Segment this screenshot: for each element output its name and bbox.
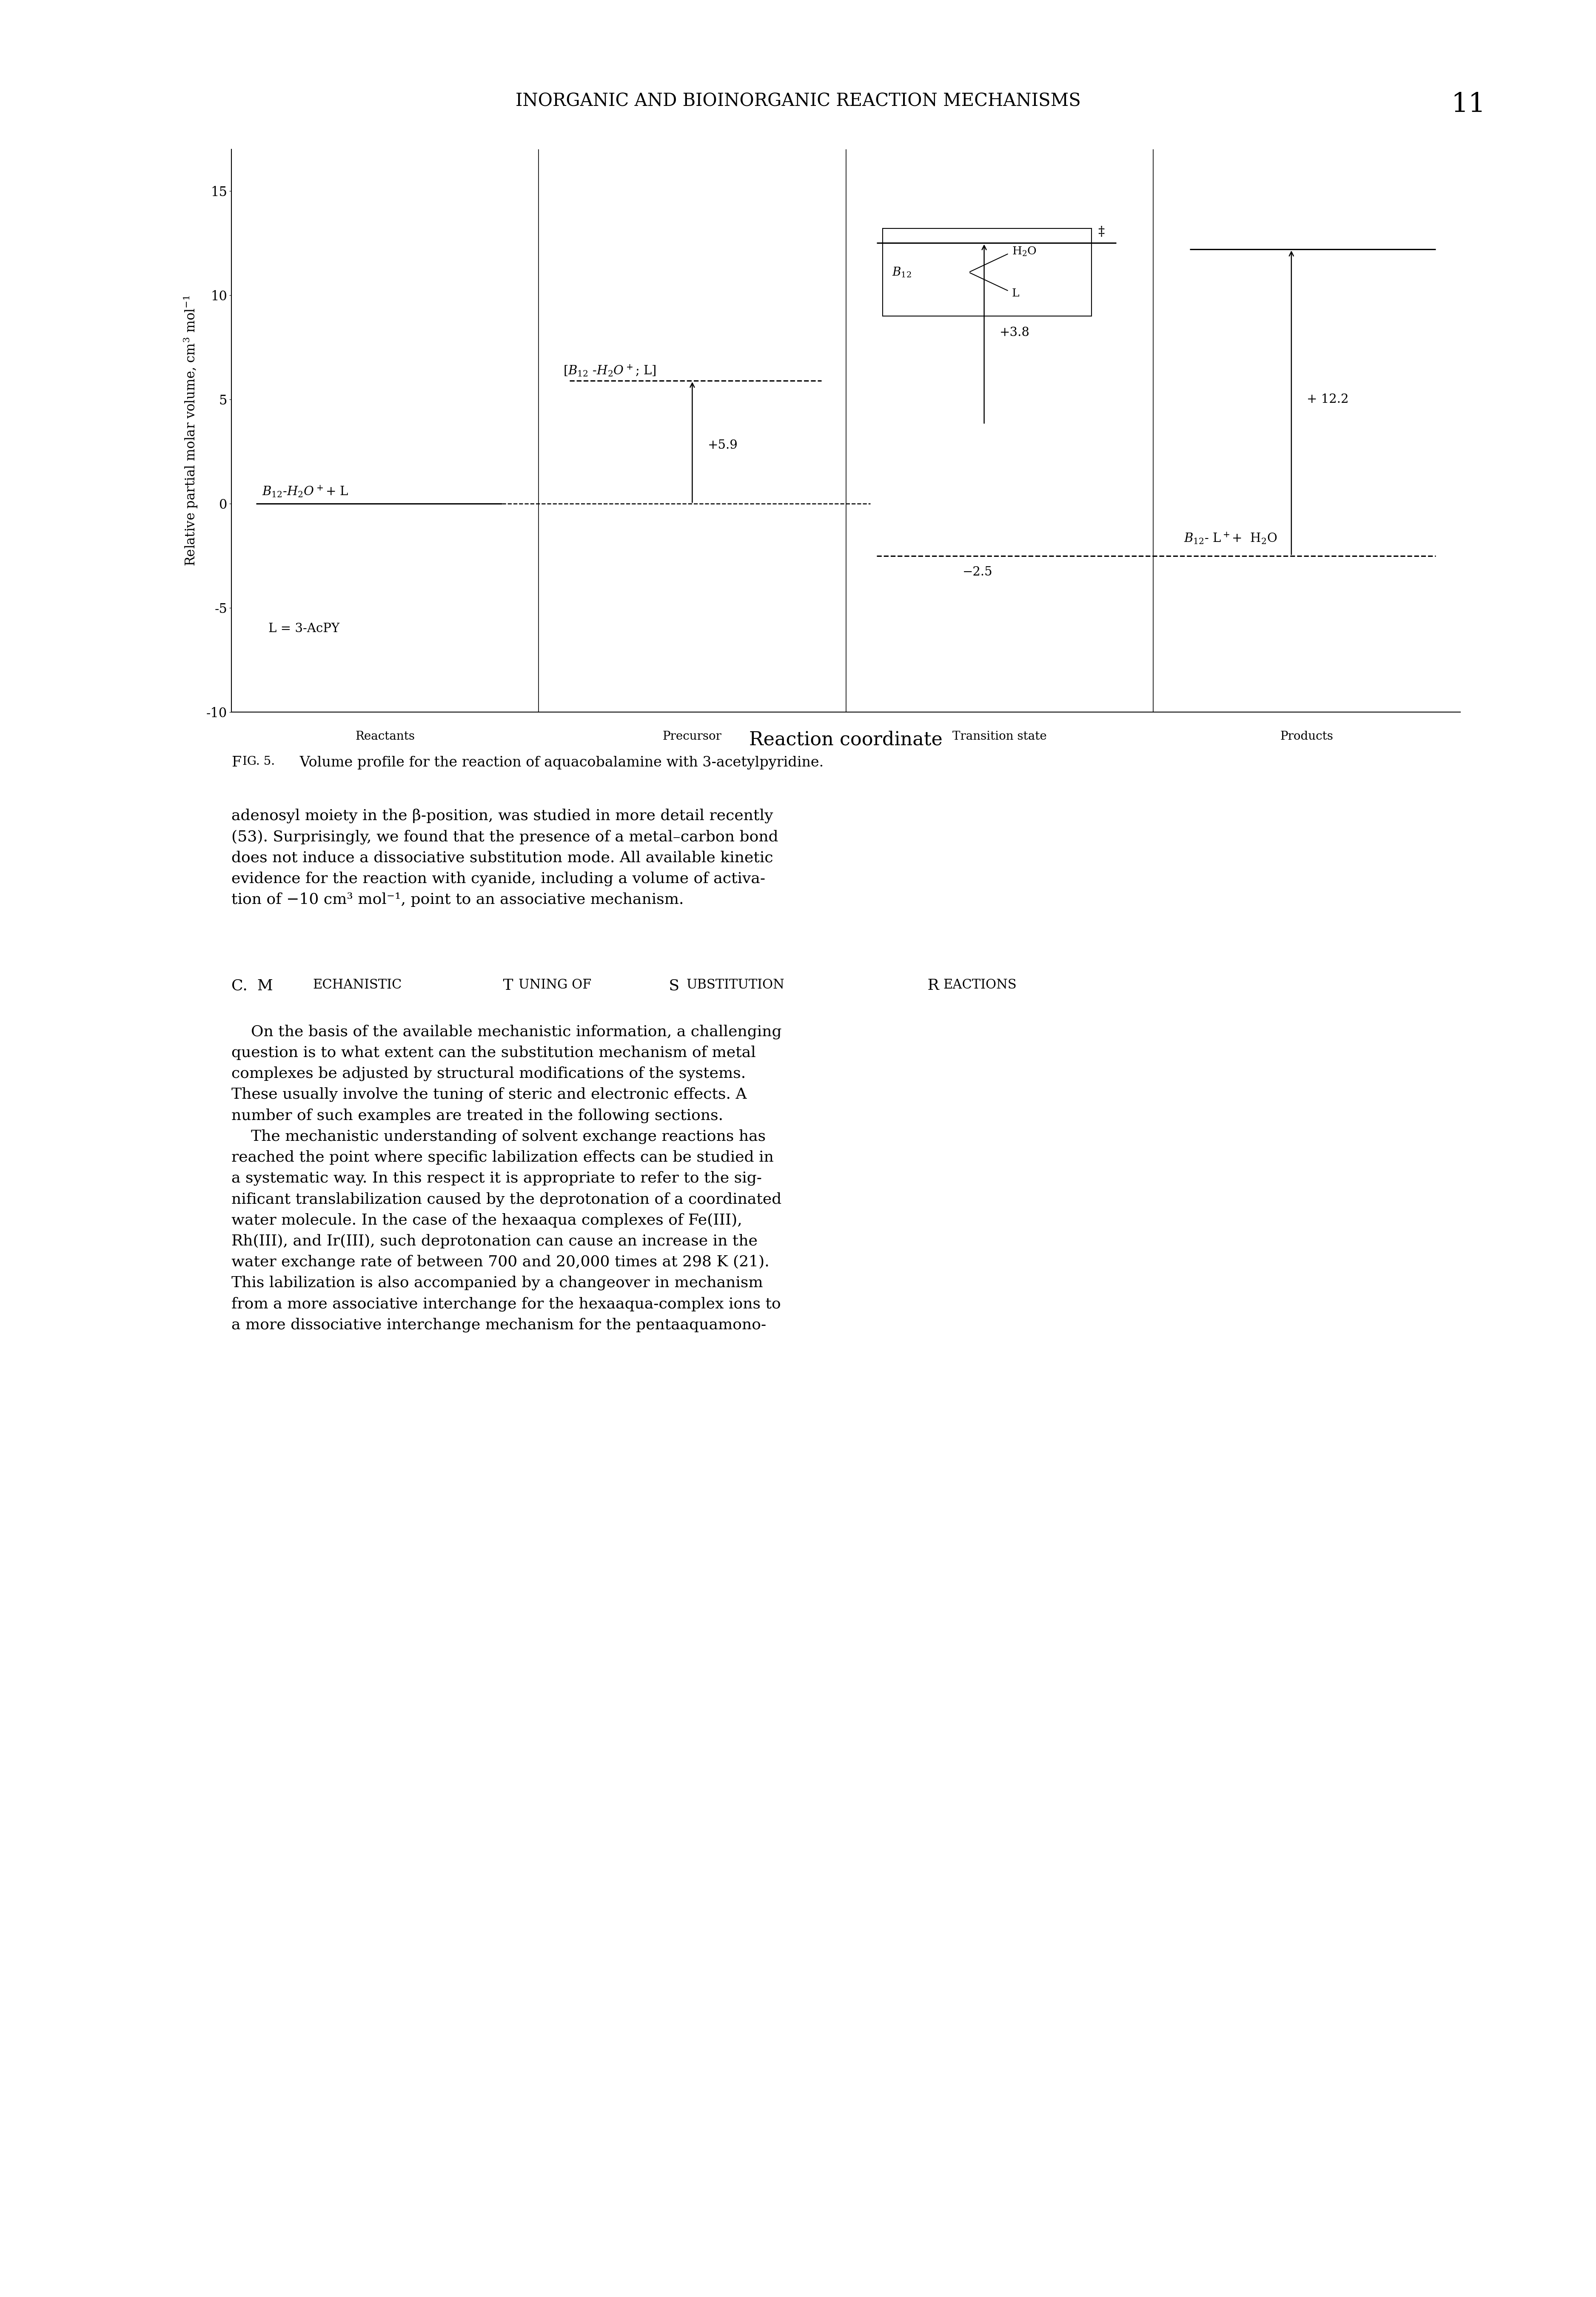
Text: +3.8: +3.8 [999,326,1029,338]
Text: R: R [922,979,938,992]
Text: UBSTITUTION: UBSTITUTION [686,979,785,992]
Text: Reactants: Reactants [356,730,415,742]
Text: F: F [231,756,241,769]
Text: $B_{12}$- L$^+$+  H$_2$O: $B_{12}$- L$^+$+ H$_2$O [1184,531,1277,544]
Text: T: T [498,979,512,992]
Y-axis label: Relative partial molar volume, cm$^3$ mol$^{-1}$: Relative partial molar volume, cm$^3$ mo… [182,296,200,565]
Text: C.  M: C. M [231,979,273,992]
Text: $B_{12}$: $B_{12}$ [892,266,911,278]
Text: +5.9: +5.9 [707,439,737,450]
Text: On the basis of the available mechanistic information, a challenging
question is: On the basis of the available mechanisti… [231,1024,782,1332]
Text: + 12.2: + 12.2 [1307,393,1349,404]
Text: 11: 11 [1451,92,1486,117]
Text: [$B_{12}$ -$H_2O^+$; L]: [$B_{12}$ -$H_2O^+$; L] [563,363,656,377]
Text: H$_2$O: H$_2$O [1012,246,1036,257]
Text: L = 3-AcPY: L = 3-AcPY [268,622,340,634]
Text: Products: Products [1280,730,1333,742]
Text: UNING OF: UNING OF [519,979,592,992]
Text: L: L [1012,287,1020,299]
Text: EACTIONS: EACTIONS [943,979,1017,992]
Text: S: S [664,979,680,992]
Text: Transition state: Transition state [953,730,1047,742]
Text: adenosyl moiety in the β-position, was studied in more detail recently
(53). Sur: adenosyl moiety in the β-position, was s… [231,809,779,907]
Text: INORGANIC AND BIOINORGANIC REACTION MECHANISMS: INORGANIC AND BIOINORGANIC REACTION MECH… [516,92,1080,110]
Text: ECHANISTIC: ECHANISTIC [313,979,402,992]
Text: −2.5: −2.5 [962,565,993,579]
Text: IG. 5.: IG. 5. [243,756,275,767]
Text: Reaction coordinate: Reaction coordinate [749,730,943,749]
Text: Precursor: Precursor [662,730,721,742]
Text: $\ddagger$: $\ddagger$ [1098,225,1104,239]
Text: Volume profile for the reaction of aquacobalamine with 3-acetylpyridine.: Volume profile for the reaction of aquac… [295,756,824,769]
Text: $B_{12}$-$H_2O^+$+ L: $B_{12}$-$H_2O^+$+ L [262,485,348,498]
